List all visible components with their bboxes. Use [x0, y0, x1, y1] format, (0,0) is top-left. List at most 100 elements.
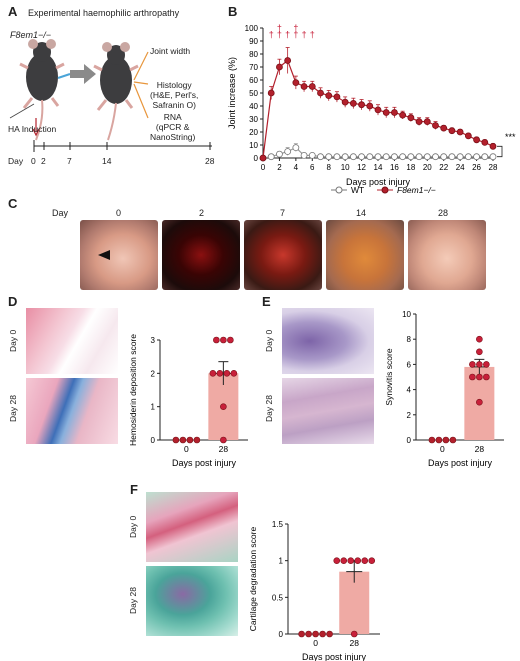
x-tick-label: 0 [313, 638, 318, 648]
data-point [284, 148, 292, 155]
data-point [223, 370, 231, 377]
photo-day-14-label: 14 [356, 208, 367, 218]
y-tick-label: 0 [254, 154, 259, 163]
panel-e-row-day-0: Day 0 [264, 329, 274, 352]
data-point [179, 436, 187, 444]
panel-label-f: F [130, 482, 138, 497]
data-point [349, 100, 357, 107]
data-point [259, 154, 267, 162]
y-tick-label: 0 [279, 630, 284, 639]
data-point [325, 153, 333, 161]
data-point [407, 153, 415, 161]
data-point [220, 436, 227, 444]
y-tick-label: 10 [402, 310, 411, 319]
timeline-day-0: 0 [31, 156, 36, 166]
synovitis-score-chart: 0 2 4 6 8 10 0 28 Days post injury Synovitis scor… [384, 310, 504, 468]
x-tick-label: 28 [350, 638, 360, 648]
data-point [347, 557, 355, 564]
significance-dagger: † [310, 30, 315, 40]
panel-label-c: C [8, 196, 18, 211]
x-tick-label: 28 [219, 444, 229, 454]
data-point [407, 114, 415, 122]
x-tick-label: 4 [294, 163, 299, 172]
y-axis-label: Joint increase (%) [227, 57, 237, 129]
data-point [473, 153, 480, 161]
data-point [292, 144, 300, 152]
x-axis-label: Days post injury [302, 652, 367, 661]
data-point [354, 557, 362, 564]
data-point [220, 336, 227, 344]
joint-photo-day-7 [244, 220, 322, 290]
data-point [305, 630, 312, 638]
timeline-day-14: 14 [102, 156, 112, 166]
x-tick-label: 28 [475, 444, 485, 454]
panel-label-a: A [8, 4, 18, 19]
arrow-icon [98, 250, 110, 260]
x-tick-label: 24 [456, 163, 465, 172]
hemosiderin-histology-day-28 [26, 378, 118, 444]
data-point [300, 83, 308, 90]
data-point [317, 89, 324, 97]
y-axis-label: Cartilage degradation score [248, 527, 258, 632]
cartilage-histology-day-0 [146, 492, 238, 562]
data-point [333, 93, 341, 101]
data-point [374, 153, 382, 161]
data-point [312, 630, 319, 638]
data-point [399, 111, 407, 119]
synovitis-histology-day-0 [282, 308, 374, 374]
significance-bracket [497, 145, 503, 158]
data-point [469, 361, 476, 368]
data-point [382, 109, 390, 116]
data-point [186, 436, 194, 444]
data-point [456, 153, 464, 161]
data-point [350, 630, 358, 638]
panel-a-title: Experimental haemophilic arthropathy [28, 8, 180, 18]
y-tick-label: 50 [249, 89, 258, 98]
legend-marker-f8 [381, 186, 389, 194]
x-tick-label: 20 [423, 163, 432, 172]
data-point [489, 142, 497, 150]
x-tick-label: 0 [440, 444, 445, 454]
y-tick-label: 8 [407, 335, 412, 344]
data-point [481, 153, 489, 161]
x-tick-label: 26 [472, 163, 481, 172]
y-tick-label: 40 [249, 102, 258, 111]
timeline-day-7: 7 [67, 156, 72, 166]
data-point [476, 398, 483, 406]
y-tick-label: 2 [151, 369, 156, 378]
joint-photo-day-0 [80, 220, 158, 290]
data-point [325, 92, 333, 99]
x-tick-label: 8 [326, 163, 331, 172]
data-point [300, 151, 308, 159]
x-tick-label: 0 [184, 444, 189, 454]
data-point [442, 436, 450, 444]
photo-day-7-label: 7 [280, 208, 286, 218]
y-tick-label: 20 [249, 128, 258, 137]
data-point [358, 101, 365, 109]
panel-label-b: B [228, 4, 238, 19]
joint-photo-day-2 [162, 220, 240, 290]
data-point [333, 153, 341, 161]
synovitis-histology-day-28 [282, 378, 374, 444]
outcome-histology: Histology (H&E, Perl's, Safranin O) [150, 80, 199, 110]
hemosiderin-score-chart: 0 1 2 3 0 28 Days post injury Hemosiderin depos… [128, 334, 248, 468]
data-point [432, 122, 439, 129]
data-point [423, 153, 431, 161]
data-point [423, 118, 431, 125]
legend-label-f8: F8em1−/− [397, 185, 436, 195]
x-tick-label: 14 [374, 163, 383, 172]
y-tick-label: 0.5 [272, 593, 284, 602]
data-point [399, 153, 407, 161]
y-tick-label: 0 [151, 436, 156, 445]
timeline-day-label: Day [8, 156, 24, 166]
x-tick-label: 2 [277, 163, 282, 172]
y-tick-label: 6 [407, 360, 412, 369]
photo-day-28-label: 28 [438, 208, 449, 218]
y-axis-label: Synovitis score [384, 348, 394, 405]
data-point [284, 57, 292, 64]
data-point [448, 127, 456, 135]
data-point [456, 128, 464, 136]
data-point [366, 153, 374, 161]
x-tick-label: 22 [439, 163, 448, 172]
data-point [276, 150, 283, 158]
